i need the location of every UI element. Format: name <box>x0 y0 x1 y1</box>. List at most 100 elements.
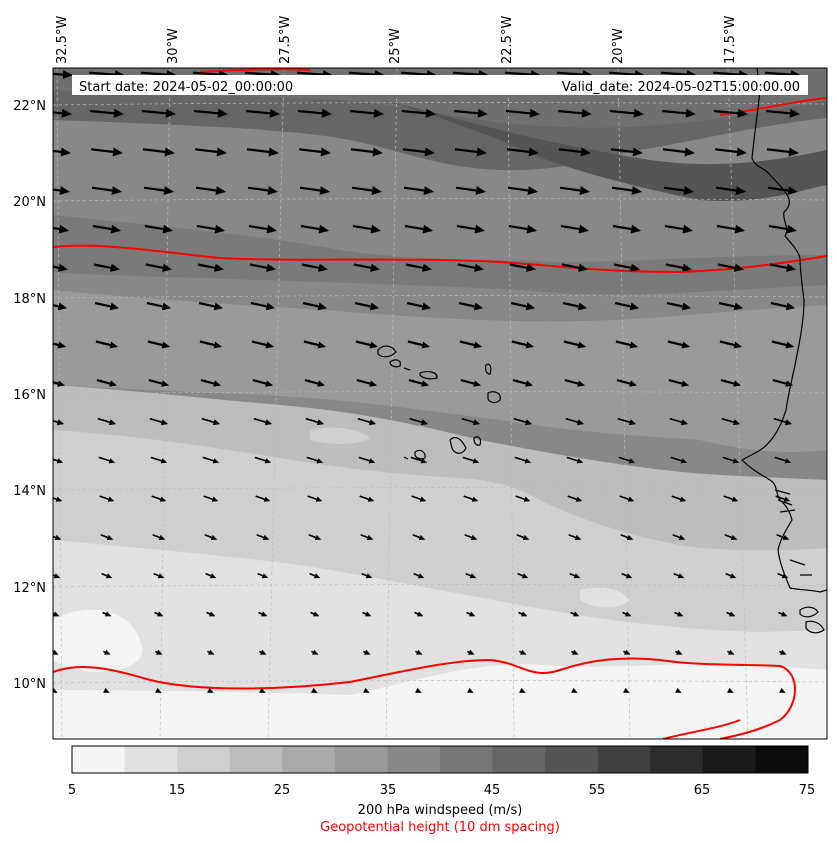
wind-arrow-shaft <box>148 379 163 385</box>
wind-arrow-head <box>575 496 583 502</box>
wind-arrow-shaft <box>771 340 787 347</box>
wind-arrow-shaft <box>98 456 110 462</box>
wind-arrow-shaft <box>246 148 270 153</box>
wind-arrow-shaft <box>621 572 628 577</box>
wind-arrow-shaft <box>403 186 425 192</box>
wind-arrow-shaft <box>774 456 786 462</box>
wind-arrow-head <box>369 380 378 387</box>
wind-arrow-shaft <box>453 109 479 115</box>
wind-arrow-shaft <box>194 148 218 153</box>
wind-arrow-shaft <box>192 71 220 76</box>
wind-arrow-shaft <box>564 379 579 385</box>
wind-arrow-shaft <box>717 263 736 269</box>
wind-arrow-shaft <box>514 456 526 462</box>
wind-arrow-shaft <box>509 263 528 269</box>
wind-arrow-shaft <box>662 148 686 153</box>
wind-arrow-head <box>59 186 70 195</box>
wind-arrow-shaft <box>612 224 632 231</box>
wind-arrow-shaft <box>411 495 421 500</box>
wind-arrow-head <box>371 186 382 195</box>
wind-arrow-head <box>370 263 381 272</box>
wind-arrow-head <box>679 496 687 502</box>
lon-label-32-5w: 32.5°W <box>55 16 70 64</box>
wind-arrow-shaft <box>504 71 532 76</box>
wind-arrow-head <box>476 147 487 157</box>
wind-arrow-shaft <box>202 456 214 462</box>
wind-arrow-head <box>473 341 483 349</box>
wind-arrow-shaft <box>772 379 787 385</box>
wind-arrow-shaft <box>727 650 730 653</box>
colorbar-bin <box>334 746 388 773</box>
wind-arrow-shaft <box>671 495 681 500</box>
wind-arrow-shaft <box>459 340 475 347</box>
wind-arrow-head <box>785 302 796 311</box>
wind-arrow-head <box>364 649 371 655</box>
wind-arrow-shaft <box>618 456 630 462</box>
wind-arrow-head <box>728 611 736 617</box>
wind-arrow-shaft <box>311 650 314 653</box>
wind-arrow-head <box>737 108 748 118</box>
wind-arrow-shaft <box>297 109 323 115</box>
wind-arrow-head <box>156 649 163 655</box>
wind-arrow-head <box>266 263 277 272</box>
wind-arrow-shaft <box>511 340 527 347</box>
wind-arrow-shaft <box>53 381 59 385</box>
wind-arrow-shaft <box>205 572 212 577</box>
wind-arrow-shaft <box>362 611 367 615</box>
wind-arrow-head <box>628 419 637 426</box>
wind-arrow-head <box>681 302 692 311</box>
wind-arrow-head <box>735 186 746 195</box>
wind-arrow-head <box>520 649 527 655</box>
wind-arrow-shaft <box>250 301 267 308</box>
lat-label-22n: 22°N <box>13 99 46 114</box>
wind-arrow-shaft <box>303 340 319 347</box>
wind-arrow-head <box>363 687 370 693</box>
wind-arrow-shaft <box>776 534 784 539</box>
wind-arrow-head <box>685 108 696 118</box>
wind-arrow-shaft <box>726 611 731 615</box>
wind-arrow-head <box>782 534 790 540</box>
wind-arrow-head <box>215 186 226 195</box>
wind-arrow-head <box>629 380 638 387</box>
wind-arrow-shaft <box>615 340 631 347</box>
wind-arrow-head <box>316 458 324 464</box>
wind-arrow-head <box>365 573 373 579</box>
wind-arrow-head <box>676 611 684 617</box>
wind-arrow-head <box>633 108 644 118</box>
wind-arrow-shaft <box>198 301 215 308</box>
wind-arrow-head <box>259 687 266 693</box>
wind-arrow-shaft <box>608 71 636 76</box>
wind-arrow-shaft <box>53 188 61 192</box>
colorbar-bin <box>387 746 441 773</box>
wind-arrow-head <box>675 687 682 693</box>
wind-arrow-head <box>207 687 214 693</box>
wind-arrow-shaft <box>675 650 678 653</box>
wind-arrow-head <box>110 263 121 272</box>
wind-arrow-shaft <box>53 226 60 231</box>
wind-arrow-head <box>366 534 374 540</box>
lon-label-22-5w: 22.5°W <box>500 16 515 64</box>
wind-arrow-shaft <box>663 186 685 192</box>
wind-arrow-shaft <box>664 224 684 231</box>
wind-arrow-shaft <box>304 379 319 385</box>
wind-arrow-head <box>681 341 691 349</box>
wind-arrow-shaft <box>557 109 583 115</box>
wind-arrow-head <box>317 302 328 311</box>
colorbar-bin <box>545 746 599 773</box>
lon-label-25w: 25°W <box>388 28 403 64</box>
wind-arrow-shaft <box>305 417 319 423</box>
colorbar-tick-45: 45 <box>484 783 501 798</box>
wind-arrow-head <box>577 341 587 349</box>
wind-arrow-head <box>104 611 112 617</box>
wind-arrow-shaft <box>152 534 160 539</box>
wind-arrow-head <box>314 534 322 540</box>
wind-arrow-shaft <box>207 650 210 653</box>
wind-arrow-shaft <box>255 495 265 500</box>
wind-arrow-shaft <box>97 417 111 423</box>
wind-arrow-head <box>156 611 164 617</box>
wind-arrow-head <box>212 458 220 464</box>
wind-arrow-shaft <box>253 417 267 423</box>
wind-arrow-shaft <box>102 611 107 615</box>
wind-arrow-head <box>525 380 534 387</box>
wind-arrow-shaft <box>301 263 320 269</box>
